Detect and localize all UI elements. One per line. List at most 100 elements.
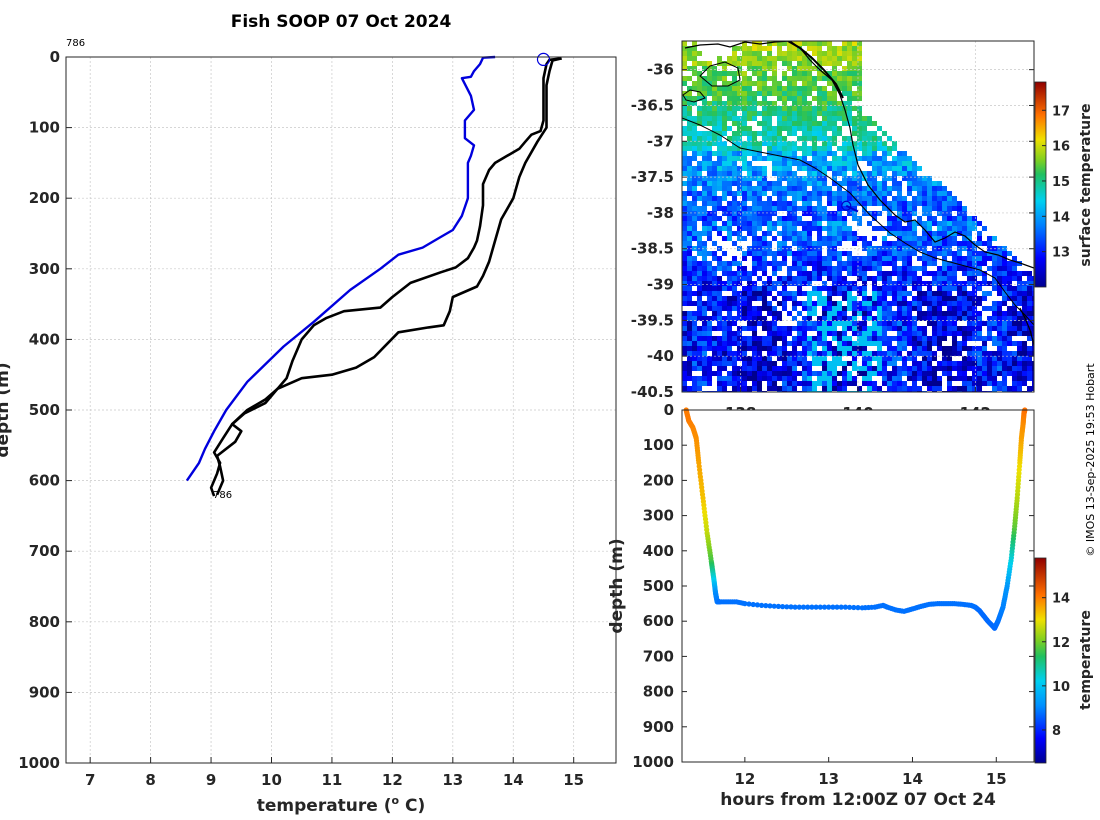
sst-cell — [937, 281, 942, 286]
sst-cell — [867, 151, 872, 156]
sst-cell — [882, 331, 887, 336]
sst-cell — [917, 181, 922, 186]
profile-annotation-bottom: 786 — [213, 490, 232, 501]
sst-cell — [722, 151, 727, 156]
sst-cell — [817, 356, 822, 361]
dive-point — [750, 601, 756, 608]
sst-cell — [877, 201, 882, 206]
sst-cell — [947, 276, 952, 281]
sst-cell — [812, 116, 817, 121]
sst-cell — [767, 306, 772, 311]
sst-cell — [1017, 341, 1022, 346]
sst-cell — [752, 361, 757, 366]
sst-cell — [997, 381, 1002, 386]
sst-cell — [832, 61, 837, 66]
sst-cell — [742, 56, 747, 61]
sst-cell — [687, 331, 692, 336]
sst-cell — [742, 131, 747, 136]
sst-cell — [712, 226, 717, 231]
sst-cell — [812, 161, 817, 166]
sst-cell — [887, 306, 892, 311]
sst-cell — [1027, 321, 1032, 326]
sst-cell — [862, 291, 867, 296]
sst-cell — [772, 371, 777, 376]
sst-cell — [707, 306, 712, 311]
sst-cell — [777, 316, 782, 321]
sst-cell — [737, 71, 742, 76]
sst-cell — [912, 336, 917, 341]
sst-cell — [727, 361, 732, 366]
sst-cell — [807, 151, 812, 156]
sst-cell — [1022, 341, 1027, 346]
sst-cell — [782, 206, 787, 211]
sst-cell — [762, 361, 767, 366]
sst-cell — [852, 231, 857, 236]
sst-cell — [972, 381, 977, 386]
sst-cell — [782, 106, 787, 111]
sst-cell — [992, 351, 997, 356]
sst-cell — [787, 46, 792, 51]
sst-cell — [682, 241, 687, 246]
sst-cell — [707, 71, 712, 76]
sst-cell — [837, 146, 842, 151]
profile-xtick-label: 8 — [145, 771, 155, 789]
sst-cell — [917, 366, 922, 371]
sst-cell — [862, 171, 867, 176]
sst-cell — [842, 386, 847, 391]
sst-cell — [922, 226, 927, 231]
sst-cell — [882, 246, 887, 251]
sst-cell — [782, 286, 787, 291]
sst-cell — [767, 116, 772, 121]
sst-cell — [847, 151, 852, 156]
sst-cell — [777, 216, 782, 221]
sst-cell — [812, 106, 817, 111]
sst-cell — [792, 351, 797, 356]
sst-cell — [827, 361, 832, 366]
sst-cell — [877, 226, 882, 231]
sst-cell — [912, 181, 917, 186]
sst-cell — [797, 91, 802, 96]
sst-cell — [767, 346, 772, 351]
sst-cell — [802, 41, 807, 46]
sst-cell — [802, 126, 807, 131]
sst-cell — [727, 261, 732, 266]
sst-cell — [872, 181, 877, 186]
sst-cell — [842, 166, 847, 171]
sst-cell — [862, 301, 867, 306]
sst-cell — [892, 346, 897, 351]
sst-cell — [717, 281, 722, 286]
sst-cell — [917, 256, 922, 261]
sst-cell — [847, 76, 852, 81]
sst-cell — [797, 331, 802, 336]
sst-cell — [852, 306, 857, 311]
sst-cell — [777, 146, 782, 151]
sst-cell — [897, 376, 902, 381]
sst-cell — [767, 331, 772, 336]
sst-cell — [1017, 346, 1022, 351]
sst-cell — [822, 191, 827, 196]
sst-cell — [727, 206, 732, 211]
sst-cell — [817, 56, 822, 61]
sst-cell — [857, 96, 862, 101]
sst-cell — [762, 91, 767, 96]
sst-cell — [917, 241, 922, 246]
sst-cell — [807, 236, 812, 241]
sst-cell — [767, 126, 772, 131]
sst-cell — [702, 191, 707, 196]
sst-cell — [787, 246, 792, 251]
sst-cell — [927, 281, 932, 286]
sst-cell — [817, 236, 822, 241]
sst-cell — [882, 306, 887, 311]
sst-cell — [727, 201, 732, 206]
sst-cell — [787, 141, 792, 146]
sst-cell — [937, 211, 942, 216]
sst-cell — [762, 301, 767, 306]
sst-cell — [722, 91, 727, 96]
sst-cell — [722, 61, 727, 66]
sst-cell — [947, 281, 952, 286]
sst-cell — [707, 316, 712, 321]
sst-cell — [717, 56, 722, 61]
sst-cell — [687, 96, 692, 101]
sst-cell — [732, 341, 737, 346]
sst-cell — [967, 356, 972, 361]
